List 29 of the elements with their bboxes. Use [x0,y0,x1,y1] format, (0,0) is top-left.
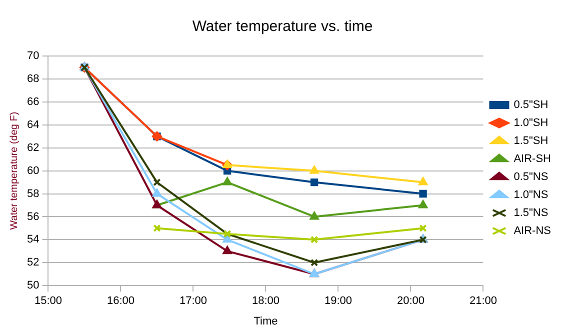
x-tick-label: 17:00 [179,295,207,308]
legend-label: 0.5"SH [514,99,548,112]
x-axis-title: Time [254,315,278,328]
y-tick-label: 70 [26,50,40,62]
x-tick-label: 18:00 [252,295,280,308]
legend-label: 1.5"SH [514,135,548,148]
y-tick-label: 50 [26,280,40,292]
legend-label: 1.5"NS [514,207,548,220]
y-tick-label: 60 [26,164,40,177]
x-tick-label: 19:00 [324,295,352,308]
x-tick-label: 15:00 [34,295,62,308]
y-tick-label: 56 [26,210,40,223]
chart-title: Water temperature vs. time [192,18,373,36]
y-tick-label: 64 [26,118,40,131]
legend-label: 0.5"NS [514,171,548,184]
legend-label: 1.0"SH [514,117,548,130]
legend-label: 1.0"NS [514,189,548,202]
x-tick-label: 20:00 [396,295,424,308]
y-tick-label: 58 [26,188,40,200]
y-tick-label: 54 [26,234,40,246]
x-tick-label: 16:00 [106,295,134,308]
y-axis-title: Water temperature (deg F) [8,112,20,230]
y-tick-label: 62 [26,142,40,154]
y-tick-label: 68 [26,72,40,85]
legend-label: AIR-SH [514,153,552,166]
x-tick-label: 21:00 [469,295,497,308]
y-tick-label: 52 [26,256,40,269]
legend-label: AIR-NS [514,225,551,238]
y-tick-label: 66 [26,96,40,108]
